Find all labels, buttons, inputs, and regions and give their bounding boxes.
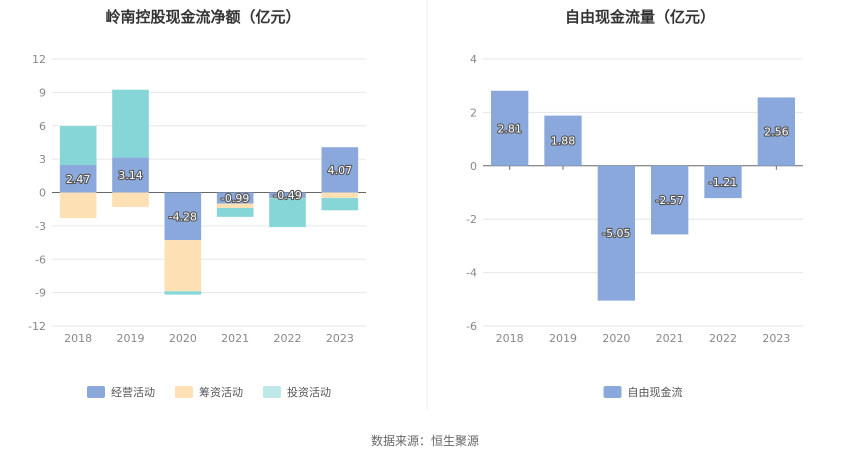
y-tick-label: -9 bbox=[35, 287, 46, 300]
x-tick-label: 2021 bbox=[221, 332, 249, 345]
cash-flow-bar-投资活动 bbox=[321, 198, 359, 211]
data-label: 2.81 bbox=[497, 122, 522, 135]
y-tick-label: -6 bbox=[35, 253, 46, 266]
data-label: -1.21 bbox=[709, 176, 737, 189]
x-tick-label: 2020 bbox=[169, 332, 197, 345]
cash-flow-bar-筹资活动 bbox=[59, 192, 97, 219]
x-tick-label: 2022 bbox=[709, 332, 737, 345]
cash-flow-bar-经营活动 bbox=[59, 165, 97, 193]
cash-flow-bar-投资活动 bbox=[269, 198, 306, 228]
y-tick-label: 3 bbox=[39, 153, 46, 166]
y-tick-label: 2 bbox=[470, 106, 477, 119]
y-tick-label: 4 bbox=[470, 53, 477, 66]
legend-label: 投资活动 bbox=[287, 385, 331, 399]
x-tick-label: 2023 bbox=[762, 332, 790, 345]
x-tick-label: 2019 bbox=[117, 332, 145, 345]
y-tick-label: -2 bbox=[466, 213, 477, 226]
data-label: 2.47 bbox=[66, 173, 91, 186]
legend-label: 自由现金流 bbox=[628, 385, 683, 399]
x-tick-label: 2022 bbox=[274, 332, 302, 345]
chart-title-left: 岭南控股现金流净额（亿元） bbox=[105, 8, 300, 26]
data-label: 4.07 bbox=[328, 164, 353, 177]
cash-flow-bar-经营活动 bbox=[112, 157, 149, 193]
cash-flow-bar-筹资活动 bbox=[216, 203, 254, 208]
y-tick-label: -6 bbox=[466, 320, 477, 333]
legend-swatch bbox=[263, 386, 281, 398]
y-tick-label: 6 bbox=[39, 120, 46, 133]
data-label: -2.57 bbox=[655, 194, 683, 207]
free-cash-flow-bar-自由现金流 bbox=[597, 165, 635, 301]
y-tick-label: -12 bbox=[28, 320, 46, 333]
data-label: -4.28 bbox=[169, 210, 197, 223]
data-label: -5.05 bbox=[602, 227, 630, 240]
data-label: 2.56 bbox=[764, 126, 789, 139]
cash-flow-bar-筹资活动 bbox=[112, 192, 149, 207]
x-tick-label: 2018 bbox=[64, 332, 92, 345]
data-source: 数据来源：恒生聚源 bbox=[371, 433, 479, 448]
y-tick-label: -3 bbox=[35, 220, 46, 233]
cash-flow-bar-投资活动 bbox=[164, 291, 202, 295]
y-tick-label: -4 bbox=[466, 267, 477, 280]
cash-flow-bar-经营活动 bbox=[321, 147, 359, 193]
legend-label: 经营活动 bbox=[111, 385, 155, 399]
x-tick-label: 2023 bbox=[326, 332, 354, 345]
x-tick-label: 2018 bbox=[496, 332, 524, 345]
legend-label: 筹资活动 bbox=[199, 385, 243, 399]
cash-flow-chart: 岭南控股现金流净额（亿元） 12 9 6 3 0 -3 -6 -9 -12 2018 2019 202… bbox=[28, 8, 366, 399]
free-cash-flow-chart: 自由现金流量（亿元） 4 2 0 -2 -4 -6 2018 2019 2020 2021 2022… bbox=[466, 8, 803, 399]
cash-flow-bar-经营活动 bbox=[164, 192, 202, 241]
legend-swatch bbox=[175, 386, 193, 398]
free-cash-flow-bar-自由现金流 bbox=[651, 165, 689, 235]
cash-flow-bar-筹资活动 bbox=[321, 192, 359, 199]
cash-flow-bar-筹资活动 bbox=[164, 240, 202, 292]
data-label: 1.88 bbox=[551, 135, 576, 148]
y-tick-label: 9 bbox=[39, 86, 46, 99]
chart-title-right: 自由现金流量（亿元） bbox=[565, 8, 715, 26]
y-tick-label: 0 bbox=[39, 187, 46, 200]
cash-flow-bar-投资活动 bbox=[216, 207, 254, 217]
x-tick-label: 2020 bbox=[602, 332, 630, 345]
x-tick-label: 2019 bbox=[549, 332, 577, 345]
y-tick-label: 0 bbox=[470, 160, 477, 173]
x-tick-label: 2021 bbox=[656, 332, 684, 345]
cash-flow-bar-经营活动 bbox=[269, 192, 306, 198]
legend-swatch bbox=[87, 386, 105, 398]
cash-flow-bar-经营活动 bbox=[216, 192, 254, 204]
free-cash-flow-bar-自由现金流 bbox=[544, 115, 582, 166]
cash-flow-bar-投资活动 bbox=[112, 89, 149, 158]
data-label: 3.14 bbox=[118, 169, 143, 182]
y-tick-label: 12 bbox=[32, 53, 46, 66]
data-label: -0.49 bbox=[273, 189, 301, 202]
legend-swatch bbox=[603, 386, 622, 398]
data-label: -0.99 bbox=[221, 192, 249, 205]
free-cash-flow-bar-自由现金流 bbox=[757, 97, 795, 166]
cash-flow-bar-投资活动 bbox=[59, 126, 97, 166]
free-cash-flow-bar-自由现金流 bbox=[704, 165, 742, 199]
free-cash-flow-bar-自由现金流 bbox=[491, 90, 529, 166]
